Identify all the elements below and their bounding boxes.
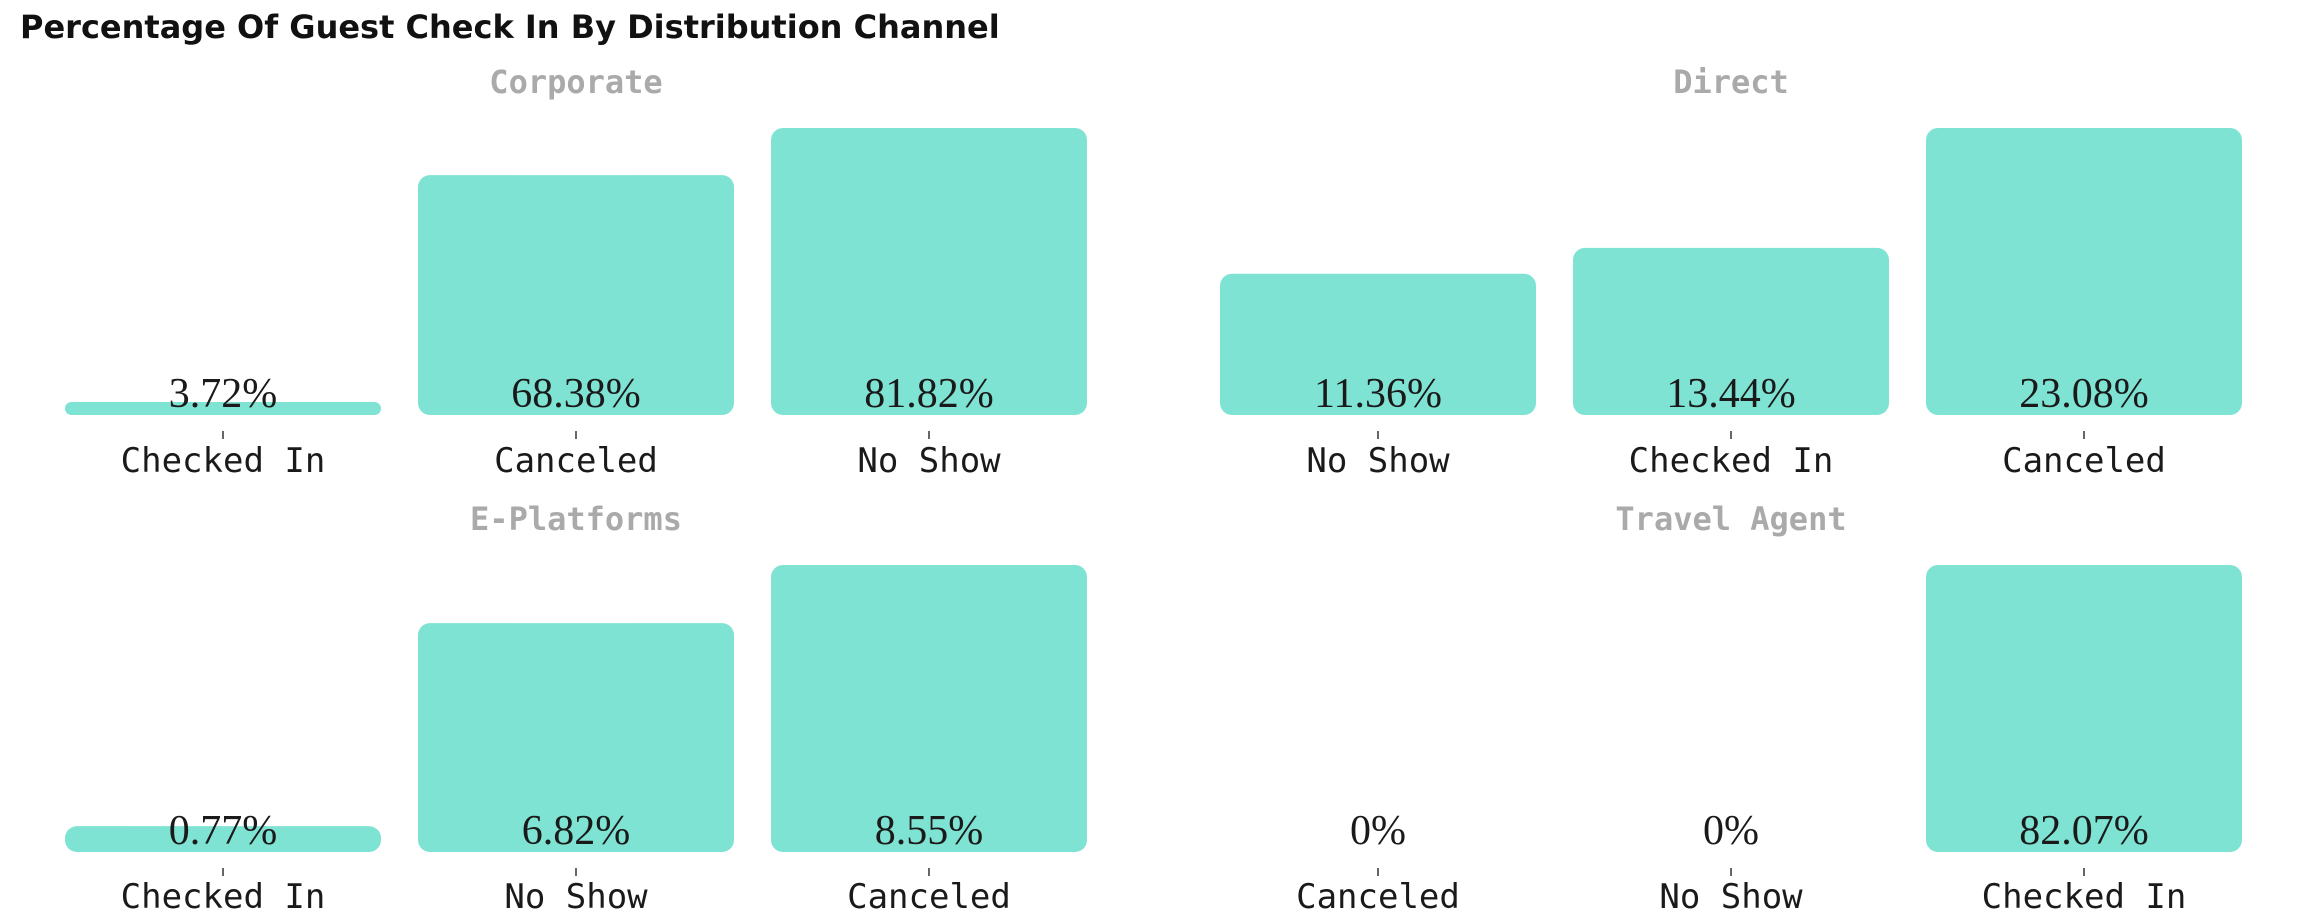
bar [1573, 247, 1889, 415]
category-label: Canceled [847, 877, 1011, 917]
facet-panel-2: E-Platforms 0.77% Checked In 6.82% No Show 8.… [65, 500, 1087, 917]
category-label: Checked In [121, 877, 326, 917]
category-label: Checked In [121, 441, 326, 481]
data-label: 68.38% [511, 371, 641, 417]
bar [65, 826, 381, 852]
data-label: 23.08% [2019, 371, 2149, 417]
bar [771, 128, 1087, 415]
data-label: 6.82% [522, 808, 631, 854]
facet-panel-0: Corporate 3.72% Checked In 68.38% Canceled 81… [65, 63, 1087, 481]
data-label: 8.55% [875, 808, 984, 854]
panel-title: Direct [1673, 63, 1789, 101]
bar [1926, 128, 2242, 415]
bar [418, 623, 734, 852]
bar [1926, 565, 2242, 852]
category-label: No Show [857, 441, 1001, 481]
panel-title: Travel Agent [1615, 500, 1846, 538]
data-label: 81.82% [864, 371, 994, 417]
category-label: No Show [1306, 441, 1450, 481]
category-label: Canceled [494, 441, 658, 481]
data-label: 0% [1350, 808, 1406, 854]
category-label: No Show [504, 877, 648, 917]
facet-panel-1: Direct 11.36% No Show 13.44% Checked In 23.08… [1220, 63, 2242, 481]
data-label: 11.36% [1314, 371, 1442, 417]
category-label: Canceled [2002, 441, 2166, 481]
data-label: 82.07% [2019, 808, 2149, 854]
category-label: Canceled [1296, 877, 1460, 917]
data-label: 3.72% [169, 371, 278, 417]
panel-title: E-Platforms [470, 500, 682, 538]
category-label: Checked In [1982, 877, 2187, 917]
data-label: 0% [1703, 808, 1759, 854]
category-label: Checked In [1629, 441, 1834, 481]
bar [771, 565, 1087, 852]
category-label: No Show [1659, 877, 1803, 917]
data-label: 13.44% [1666, 371, 1796, 417]
facet-panel-3: Travel Agent 0% Canceled 0% No Show 82.07% Che… [1296, 500, 2242, 917]
bar [1220, 273, 1536, 415]
bar [65, 401, 381, 415]
chart-title: Percentage Of Guest Check In By Distribu… [20, 8, 1000, 46]
panel-title: Corporate [489, 63, 662, 101]
bar [418, 175, 734, 415]
data-label: 0.77% [169, 808, 278, 854]
